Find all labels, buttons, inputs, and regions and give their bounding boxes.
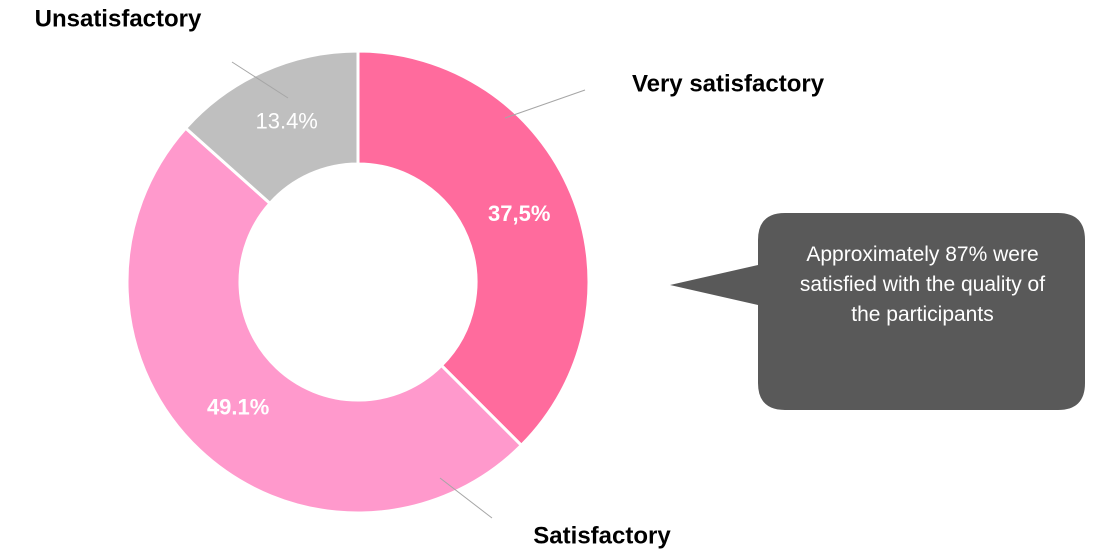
donut-slice xyxy=(356,49,591,448)
value-label: 13.4% xyxy=(255,109,317,134)
leader-line xyxy=(231,61,289,99)
leader-line xyxy=(439,477,493,519)
category-label: Very satisfactory xyxy=(632,70,825,97)
value-label: 37,5% xyxy=(488,201,550,226)
leader-line xyxy=(504,89,586,119)
category-label: Unsatisfactory xyxy=(35,5,202,32)
donut-slice xyxy=(125,126,524,515)
donut-slice xyxy=(183,49,360,206)
callout-text: Approximately 87% were satisfied with th… xyxy=(799,243,1046,326)
category-label: Satisfactory xyxy=(533,522,671,549)
callout-box xyxy=(670,213,1085,410)
value-label: 49.1% xyxy=(207,395,269,420)
